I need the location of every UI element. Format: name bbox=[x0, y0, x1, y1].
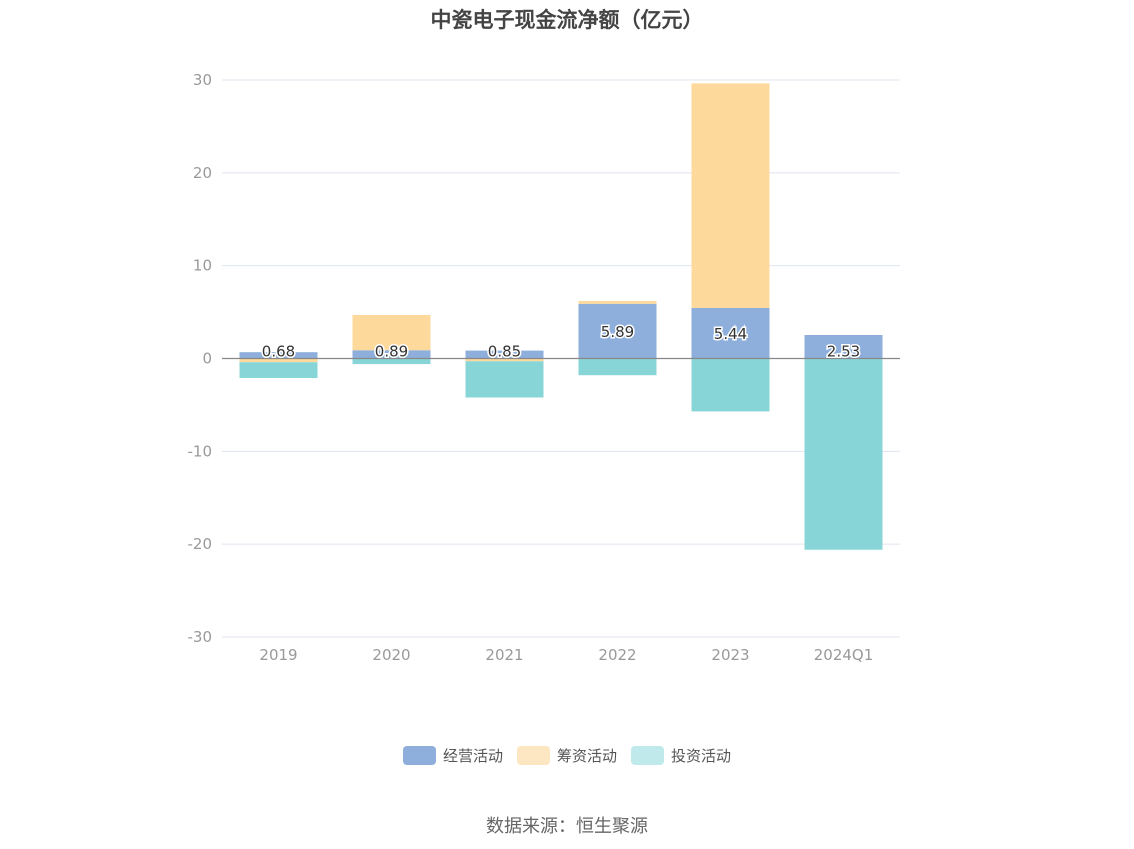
legend-item-investing[interactable]: 投资活动 bbox=[631, 745, 731, 766]
chart-plot: 30 20 10 0 -10 -20 -30 2019 2020 2021 2022 2023 2024… bbox=[188, 71, 900, 664]
bar-segment bbox=[465, 361, 544, 398]
bar-segment bbox=[578, 358, 657, 376]
bar-segment bbox=[352, 314, 431, 351]
bar-segment bbox=[239, 352, 318, 359]
bar-segment bbox=[465, 358, 544, 362]
y-tick-label: -10 bbox=[188, 442, 213, 460]
data-label: 0.85 bbox=[488, 343, 521, 361]
x-tick-label: 2019 bbox=[259, 646, 297, 664]
x-tick-label: 2021 bbox=[485, 646, 523, 664]
legend-swatch-investing bbox=[631, 746, 664, 765]
chart-title: 中瓷电子现金流净额（亿元） bbox=[430, 8, 704, 32]
legend: 经营活动 筹资活动 投资活动 bbox=[0, 745, 1134, 766]
bar-segment bbox=[239, 358, 318, 363]
data-label: 5.44 bbox=[714, 325, 747, 343]
x-tick-label: 2022 bbox=[598, 646, 636, 664]
y-tick-label: 30 bbox=[193, 71, 212, 89]
bar-segment bbox=[804, 358, 883, 550]
y-tick-label: 10 bbox=[193, 257, 212, 275]
y-tick-label: 20 bbox=[193, 164, 212, 182]
x-tick-label: 2024Q1 bbox=[814, 646, 874, 664]
bar-segment bbox=[352, 350, 431, 359]
x-tick-label: 2020 bbox=[372, 646, 410, 664]
data-label: 2.53 bbox=[827, 343, 860, 361]
data-source: 数据来源：恒生聚源 bbox=[486, 816, 648, 837]
data-label: 0.68 bbox=[262, 343, 295, 361]
legend-swatch-financing bbox=[516, 746, 550, 765]
bar-segment bbox=[578, 301, 657, 304]
legend-item-financing[interactable]: 筹资活动 bbox=[516, 745, 617, 766]
y-tick-label: 0 bbox=[202, 350, 212, 368]
x-tick-label: 2023 bbox=[711, 646, 749, 664]
legend-item-operating[interactable]: 经营活动 bbox=[402, 745, 503, 766]
bar-segment bbox=[691, 358, 770, 412]
data-label: 5.89 bbox=[601, 323, 634, 341]
legend-label-financing: 筹资活动 bbox=[556, 747, 617, 765]
bar-segment bbox=[578, 303, 657, 359]
bar-segment bbox=[691, 307, 770, 359]
y-tick-label: -30 bbox=[188, 628, 213, 646]
legend-swatch-operating bbox=[402, 746, 436, 765]
legend-label-operating: 经营活动 bbox=[442, 747, 503, 765]
bar-segment bbox=[352, 358, 431, 365]
data-label: 0.89 bbox=[375, 343, 408, 361]
y-tick-label: -20 bbox=[188, 535, 213, 553]
bar-segment bbox=[239, 362, 318, 378]
legend-label-investing: 投资活动 bbox=[671, 747, 732, 765]
bar-segment bbox=[804, 335, 883, 359]
bar-segment bbox=[465, 350, 544, 359]
bar-segment bbox=[691, 83, 770, 308]
